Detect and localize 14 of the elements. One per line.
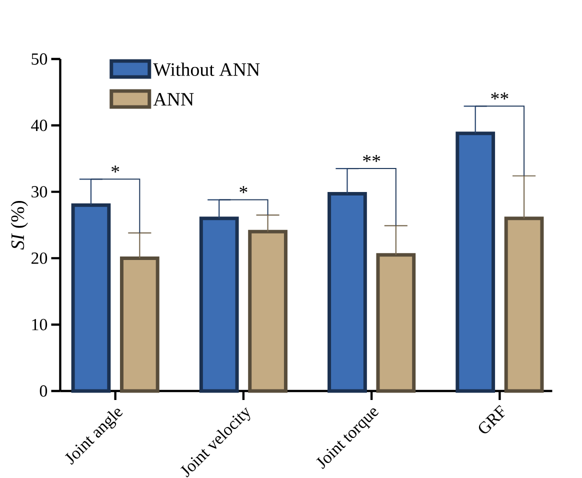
annotation: *	[240, 186, 248, 194]
x-tick-label: GRF	[478, 405, 505, 434]
annotation: **	[491, 92, 508, 100]
annotation: **	[363, 154, 380, 162]
y-tick-label: 10	[32, 318, 48, 330]
y-tick-label: 30	[32, 186, 48, 198]
y-tick-label: 20	[32, 252, 48, 264]
y-tick-label: 50	[32, 53, 48, 65]
y-tick-label: 40	[31, 120, 48, 132]
annotation: *	[112, 166, 120, 173]
legend-label: Without ANN	[153, 62, 260, 76]
y-axis-title: SI (%)	[10, 201, 28, 250]
y-tick-label: 0	[40, 385, 48, 397]
legend-label: ANN	[153, 93, 194, 106]
